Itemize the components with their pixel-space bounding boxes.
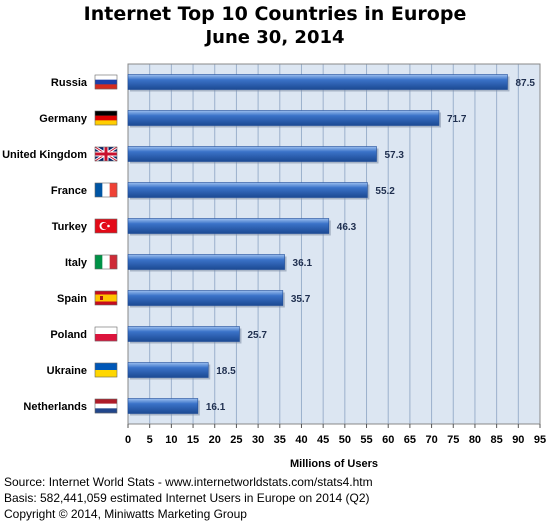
- poland-flag-icon: [94, 326, 118, 342]
- plot-border: [127, 63, 541, 425]
- x-tick-label: 45: [317, 434, 329, 446]
- category-label: Netherlands: [23, 401, 87, 413]
- x-tick-label: 80: [469, 434, 481, 446]
- category-label: Germany: [39, 113, 88, 125]
- x-tick-label: 20: [209, 434, 221, 446]
- x-tick-label: 40: [295, 434, 307, 446]
- x-tick-label: 75: [447, 434, 459, 446]
- category-label: France: [51, 185, 87, 197]
- bar: [127, 398, 199, 414]
- x-tick-label: 10: [165, 434, 177, 446]
- data-label: 16.1: [206, 402, 226, 413]
- x-tick-label: 0: [125, 434, 131, 446]
- bar: [127, 218, 330, 234]
- basis-note: Basis: 582,441,059 estimated Internet Us…: [4, 491, 370, 505]
- uk-flag-icon: [94, 145, 118, 163]
- bar: [127, 326, 240, 342]
- chart-footer: Source: Internet World Stats - www.inter…: [4, 474, 373, 522]
- x-tick-label: 5: [147, 434, 153, 446]
- chart-title-block: Internet Top 10 Countries in Europe June…: [0, 2, 550, 50]
- data-label: 87.5: [515, 78, 535, 89]
- x-tick-label: 65: [404, 434, 416, 446]
- data-label: 57.3: [385, 150, 405, 161]
- data-label: 55.2: [375, 186, 395, 197]
- category-label: United Kingdom: [2, 149, 87, 161]
- category-label: Spain: [57, 293, 87, 305]
- data-label: 71.7: [447, 114, 467, 125]
- category-label: Turkey: [52, 221, 88, 233]
- source-note: Source: Internet World Stats - www.inter…: [4, 475, 373, 489]
- chart-title: Internet Top 10 Countries in Europe: [83, 3, 467, 25]
- category-label: Italy: [65, 257, 88, 269]
- x-tick-label: 90: [512, 434, 524, 446]
- x-axis-label: Millions of Users: [290, 458, 378, 470]
- data-label: 46.3: [337, 222, 357, 233]
- france-flag-icon: [94, 182, 118, 198]
- bar: [127, 254, 285, 270]
- x-tick-label: 35: [274, 434, 286, 446]
- ukraine-flag-icon: [94, 362, 118, 378]
- data-label: 18.5: [216, 366, 236, 377]
- italy-flag-icon: [94, 254, 118, 270]
- turkey-flag-icon: [94, 218, 118, 234]
- bar: [127, 182, 368, 198]
- data-label: 35.7: [291, 294, 311, 305]
- bar: [127, 290, 284, 306]
- category-label: Poland: [50, 329, 87, 341]
- spain-flag-icon: [94, 290, 118, 306]
- data-label: 36.1: [293, 258, 313, 269]
- bar: [127, 110, 440, 126]
- category-label: Ukraine: [47, 365, 87, 377]
- x-tick-label: 55: [360, 434, 372, 446]
- x-tick-label: 95: [534, 434, 546, 446]
- germany-flag-icon: [94, 110, 118, 126]
- bar: [127, 362, 209, 378]
- x-tick-label: 50: [339, 434, 351, 446]
- chart-subtitle: June 30, 2014: [205, 27, 345, 48]
- data-label: 25.7: [247, 330, 267, 341]
- bar: [127, 146, 377, 162]
- x-tick-label: 30: [252, 434, 264, 446]
- bar-chart: 0 5 10 15 20 25 30 35 40 45 50 55 60 65 70 75 80 85 90 95 Mi…: [2, 63, 546, 470]
- copyright-note: Copyright © 2014, Miniwatts Marketing Gr…: [4, 507, 247, 521]
- x-tick-label: 70: [425, 434, 437, 446]
- x-tick-label: 15: [187, 434, 199, 446]
- x-tick-label: 60: [382, 434, 394, 446]
- x-tick-label: 85: [491, 434, 503, 446]
- category-label: Russia: [51, 77, 88, 89]
- netherlands-flag-icon: [94, 398, 118, 414]
- russia-flag-icon: [94, 74, 118, 90]
- x-tick-label: 25: [230, 434, 242, 446]
- bar: [127, 74, 508, 90]
